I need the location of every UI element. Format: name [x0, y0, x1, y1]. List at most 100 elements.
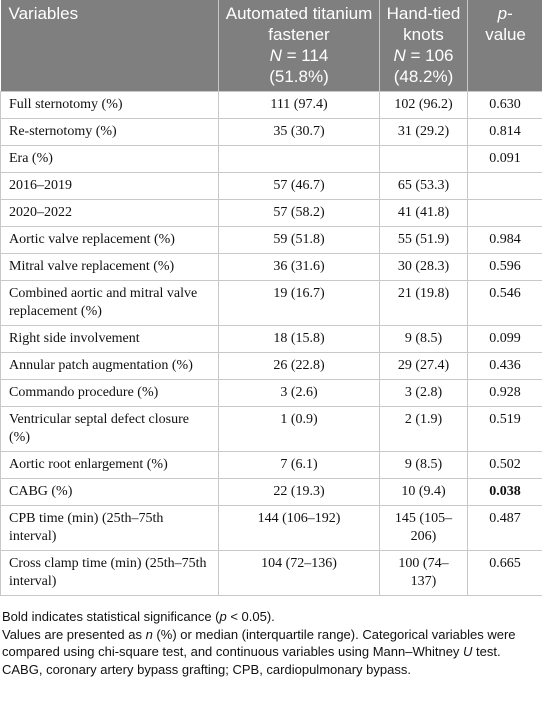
- cell-value: 19 (16.7): [273, 286, 325, 301]
- table-cell: CPB time (min) (25th–75th interval): [0, 505, 219, 551]
- table-cell: 35 (30.7): [218, 118, 380, 146]
- table-cell: 0.091: [467, 145, 542, 173]
- cell-value: 7 (6.1): [280, 457, 318, 472]
- cell-value: 55 (51.9): [397, 232, 450, 247]
- header-n: N = 106: [384, 45, 463, 66]
- table-cell: 145 (105–206): [379, 505, 468, 551]
- row-label: Full sternotomy (%): [9, 97, 123, 112]
- table-cell: 102 (96.2): [379, 91, 468, 119]
- cell-value: 111 (97.4): [270, 97, 328, 112]
- n-symbol: N: [269, 46, 282, 65]
- row-label: CABG (%): [9, 484, 73, 499]
- table-row: Right side involvement 18 (15.8) 9 (8.5) 0.…: [0, 325, 542, 353]
- row-label: Commando procedure (%): [9, 385, 159, 400]
- table-cell: 57 (58.2): [218, 199, 380, 227]
- table-cell: 111 (97.4): [218, 91, 380, 119]
- table-cell: 2016–2019: [0, 172, 219, 200]
- table-cell: Ventricular septal defect closure (%): [0, 406, 219, 452]
- table-cell: 29 (27.4): [379, 352, 468, 380]
- cell-value: 29 (27.4): [397, 358, 450, 373]
- table-cell: Cross clamp time (min) (25th–75th interv…: [0, 550, 219, 596]
- cell-value: 9 (8.5): [404, 457, 443, 472]
- table-cell: Re-sternotomy (%): [0, 118, 219, 146]
- header-text: Hand-tied knots: [386, 4, 461, 44]
- footnote-text: p: [219, 609, 227, 624]
- n-symbol: N: [393, 46, 406, 65]
- cell-value: 22 (19.3): [273, 484, 325, 499]
- table-cell: 104 (72–136): [218, 550, 380, 596]
- table-row: 2016–2019 57 (46.7) 65 (53.3): [0, 172, 542, 200]
- table-cell: 3 (2.6): [218, 379, 380, 407]
- table-cell: 41 (41.8): [379, 199, 468, 227]
- n-text: = 106: [410, 46, 454, 65]
- cell-value: 3 (2.8): [404, 385, 443, 400]
- table-row: Era (%) 0.091: [0, 145, 542, 173]
- cell-value: 35 (30.7): [273, 124, 325, 139]
- table-cell: Annular patch augmentation (%): [0, 352, 219, 380]
- table-cell: 0.814: [467, 118, 542, 146]
- table-cell: 0.546: [467, 280, 542, 326]
- table-row: Aortic root enlargement (%) 7 (6.1) 9 (8.5…: [0, 451, 542, 479]
- row-label: 2020–2022: [9, 205, 72, 220]
- cell-value: 0.928: [489, 385, 521, 400]
- table-cell: Aortic valve replacement (%): [0, 226, 219, 254]
- header-text: Automated titanium fastener: [225, 4, 373, 44]
- footnote: CABG, coronary artery bypass grafting; C…: [2, 661, 540, 678]
- table-row: Aortic valve replacement (%) 59 (51.8) 55 …: [0, 226, 542, 254]
- table-cell: 0.502: [467, 451, 542, 479]
- row-label: Ventricular septal defect closure (%): [9, 412, 189, 445]
- table-row: Re-sternotomy (%) 35 (30.7) 31 (29.2) 0.814: [0, 118, 542, 146]
- table-cell: 26 (22.8): [218, 352, 380, 380]
- header-cell: p-value: [467, 0, 542, 92]
- cell-value: 26 (22.8): [273, 358, 325, 373]
- footnote-text: U: [463, 644, 473, 659]
- cell-value: 0.436: [489, 358, 521, 373]
- cell-value: 9 (8.5): [404, 331, 443, 346]
- table-row: Commando procedure (%) 3 (2.6) 3 (2.8) 0.92…: [0, 379, 542, 407]
- table-cell: 0.596: [467, 253, 542, 281]
- table-row: Mitral valve replacement (%) 36 (31.6) 30 …: [0, 253, 542, 281]
- data-table: Variables Automated titanium fastener N …: [0, 0, 542, 596]
- header-pct: (48.2%): [393, 67, 454, 86]
- cell-value: 0.099: [489, 331, 521, 346]
- row-label: 2016–2019: [9, 178, 72, 193]
- cell-value: 144 (106–192): [257, 511, 341, 526]
- table-cell: 100 (74–137): [379, 550, 468, 596]
- row-label: Cross clamp time (min) (25th–75th interv…: [9, 556, 207, 589]
- table-cell: 0.519: [467, 406, 542, 452]
- table-cell: 3 (2.8): [379, 379, 468, 407]
- table-cell: 19 (16.7): [218, 280, 380, 326]
- p-rest: -value: [485, 4, 526, 44]
- header-pct: (51.8%): [269, 67, 329, 86]
- cell-value: 0.984: [489, 232, 521, 247]
- cell-value: 104 (72–136): [261, 556, 337, 571]
- table-cell: 55 (51.9): [379, 226, 468, 254]
- table-cell: 2020–2022: [0, 199, 219, 227]
- table-cell: 21 (19.8): [379, 280, 468, 326]
- row-label: Era (%): [9, 151, 53, 166]
- row-label: Annular patch augmentation (%): [9, 358, 193, 373]
- table-cell: 30 (28.3): [379, 253, 468, 281]
- cell-value: 31 (29.2): [397, 124, 450, 139]
- cell-value: 0.665: [489, 556, 521, 571]
- footnote-text: n: [145, 627, 153, 642]
- header-cell: Hand-tied knots N = 106 (48.2%): [379, 0, 468, 92]
- cell-value: 18 (15.8): [273, 331, 325, 346]
- table-cell: 0.038: [467, 478, 542, 506]
- cell-value: 102 (96.2): [394, 97, 453, 112]
- table-cell: 31 (29.2): [379, 118, 468, 146]
- table-cell: 10 (9.4): [379, 478, 468, 506]
- cell-value: 100 (74–137): [398, 556, 449, 589]
- table-cell: 0.928: [467, 379, 542, 407]
- table-cell: Commando procedure (%): [0, 379, 219, 407]
- cell-value: 0.519: [489, 412, 521, 427]
- header-cell: Variables: [0, 0, 219, 92]
- cell-value: 21 (19.8): [397, 286, 450, 301]
- cell-value: 0.502: [489, 457, 521, 472]
- cell-value: 41 (41.8): [397, 205, 450, 220]
- cell-value: 57 (58.2): [273, 205, 325, 220]
- table-cell: Mitral valve replacement (%): [0, 253, 219, 281]
- row-label: Right side involvement: [9, 331, 140, 346]
- header-n: N = 114: [223, 45, 375, 66]
